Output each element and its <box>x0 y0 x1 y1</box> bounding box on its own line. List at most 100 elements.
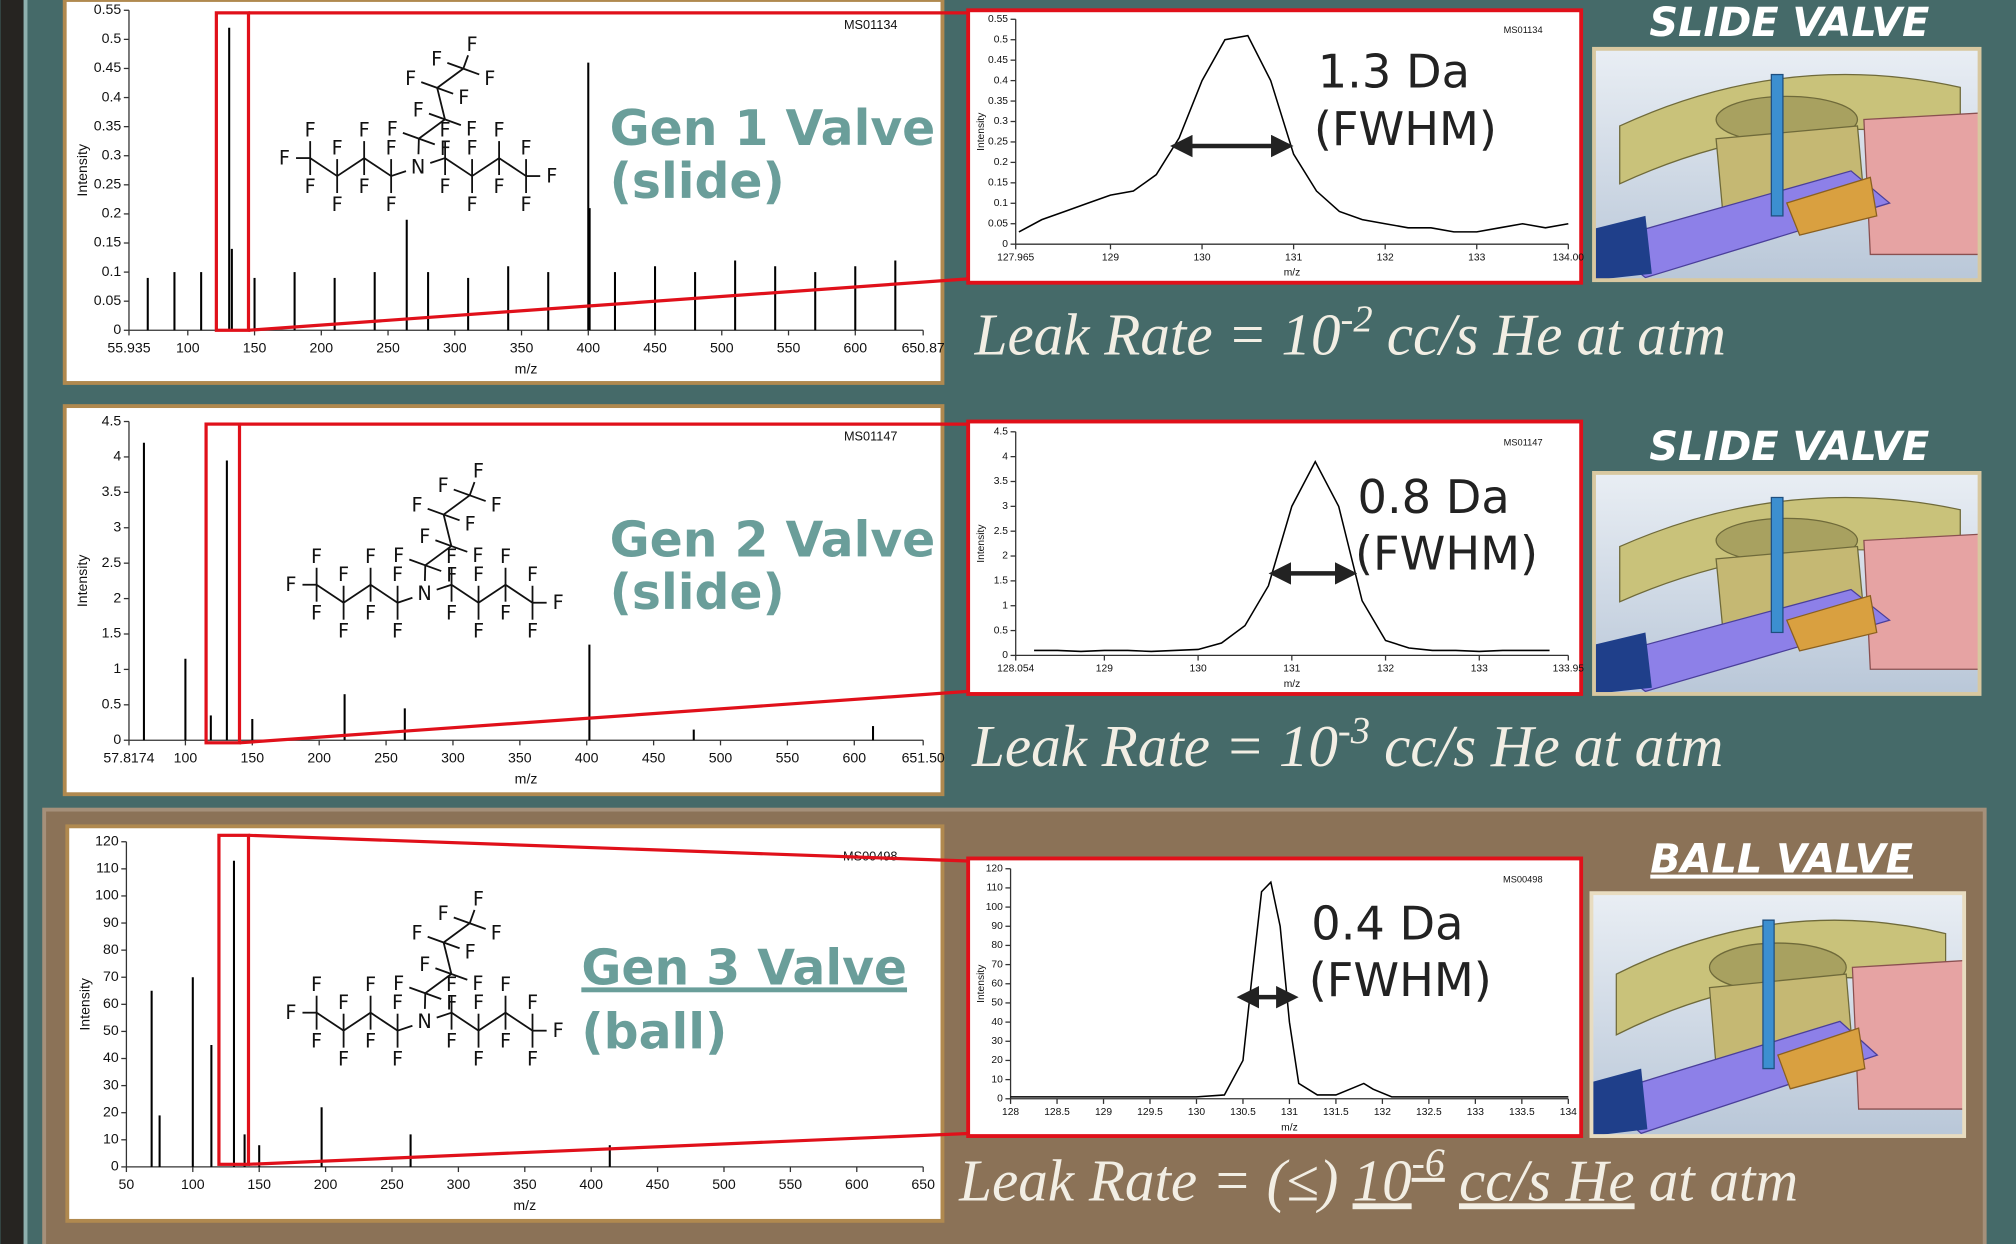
x-tick-label: 128.5 <box>1044 1107 1070 1118</box>
y-tick-label: 80 <box>103 941 119 957</box>
leak-suffix: at atm <box>1574 713 1723 779</box>
leak-prefix: Leak Rate = <box>974 302 1268 368</box>
x-tick-label: 100 <box>176 339 200 355</box>
y-tick-label: 60 <box>991 978 1003 989</box>
x-axis-title: m/z <box>1284 679 1301 690</box>
atom-label: F <box>527 1047 538 1070</box>
atom-label: F <box>473 460 484 483</box>
atom-label: F <box>311 973 322 996</box>
x-tick-label: 500 <box>712 1176 736 1192</box>
atom-label: F <box>521 136 532 159</box>
atom-label: F <box>305 175 316 198</box>
atom-label: F <box>440 175 451 198</box>
atom-label: F <box>446 1029 457 1052</box>
y-tick-label: 1 <box>113 660 121 676</box>
atom-label: F <box>285 1001 296 1024</box>
y-tick-label: 0.55 <box>94 1 122 17</box>
x-tick-label: 250 <box>376 339 400 355</box>
leak-exponent: -3 <box>1338 710 1370 752</box>
y-tick-label: 0.25 <box>988 137 1008 148</box>
y-axis-title: Intensity <box>976 112 987 151</box>
y-tick-label: 0.1 <box>994 198 1009 209</box>
leak-base: 10 <box>1279 713 1338 779</box>
atom-label: F <box>419 953 430 976</box>
atom-label: F <box>440 137 451 160</box>
x-tick-label: 350 <box>508 749 532 765</box>
y-tick-label: 0.4 <box>994 75 1009 86</box>
x-axis-title: m/z <box>513 1197 536 1213</box>
atom-label: F <box>500 1029 511 1052</box>
atom-label: F <box>491 493 502 516</box>
atom-label: N <box>417 582 431 605</box>
atom-label: F <box>305 118 316 141</box>
atom-label: F <box>332 136 343 159</box>
x-tick-label: 129 <box>1095 1107 1112 1118</box>
y-tick-label: 100 <box>986 902 1003 913</box>
y-tick-label: 0.3 <box>994 116 1009 127</box>
y-tick-label: 4 <box>113 448 121 464</box>
y-tick-label: 0.2 <box>102 205 122 221</box>
atom-label: F <box>438 902 449 925</box>
x-tick-label: 100 <box>174 749 198 765</box>
x-tick-label: 200 <box>307 749 331 765</box>
chart-frame <box>65 406 943 794</box>
x-tick-label: 129 <box>1096 663 1113 674</box>
x-tick-label: 650 <box>911 1176 935 1192</box>
x-tick-label: 57.8174 <box>103 749 154 765</box>
atom-label: F <box>412 921 423 944</box>
atom-label: F <box>500 545 511 568</box>
y-tick-label: 0.45 <box>988 55 1008 66</box>
x-tick-label: 500 <box>709 749 733 765</box>
y-tick-label: 30 <box>991 1036 1003 1047</box>
atom-label: F <box>279 147 290 170</box>
atom-label: F <box>386 193 397 216</box>
valve-subtitle: (slide) <box>610 153 785 210</box>
x-tick-label: 132 <box>1374 1107 1391 1118</box>
atom-label: F <box>338 991 349 1014</box>
atom-label: F <box>467 193 478 216</box>
x-tick-label: 500 <box>710 339 734 355</box>
x-axis-title: m/z <box>515 771 538 787</box>
atom-label: F <box>419 525 430 548</box>
atom-label: F <box>546 165 557 188</box>
atom-label: F <box>359 118 370 141</box>
x-tick-label: 200 <box>314 1176 338 1192</box>
atom-label: F <box>500 973 511 996</box>
atom-label: F <box>527 619 538 642</box>
atom-label: F <box>466 33 477 56</box>
atom-label: F <box>338 619 349 642</box>
valve-heading: SLIDE VALVE <box>1649 0 1929 46</box>
valve-image <box>1594 49 1980 280</box>
x-tick-label: 129 <box>1102 252 1119 263</box>
y-tick-label: 70 <box>991 959 1003 970</box>
y-tick-label: 110 <box>96 860 119 876</box>
y-tick-label: 60 <box>103 995 119 1011</box>
atom-label: F <box>521 193 532 216</box>
x-tick-label: 350 <box>510 339 534 355</box>
atom-label: F <box>494 118 505 141</box>
valve-image <box>1591 893 1964 1136</box>
y-tick-label: 0.5 <box>102 30 122 46</box>
y-tick-label: 0.55 <box>988 14 1008 25</box>
y-tick-label: 90 <box>991 921 1003 932</box>
y-tick-label: 0.35 <box>988 96 1008 107</box>
y-tick-label: 2 <box>1002 551 1008 562</box>
x-tick-label: 400 <box>579 1176 603 1192</box>
atom-label: F <box>311 545 322 568</box>
valve-subtitle: (slide) <box>610 564 785 621</box>
leak-base: 10 <box>1281 302 1340 368</box>
x-tick-label: 651.50 <box>902 749 945 765</box>
atom-label: F <box>387 118 398 141</box>
y-tick-label: 0 <box>113 321 121 337</box>
y-tick-label: 0.3 <box>102 146 122 162</box>
y-tick-label: 1.5 <box>994 576 1009 587</box>
atom-label: F <box>405 67 416 90</box>
x-tick-label: 300 <box>447 1176 471 1192</box>
y-axis-title: Intensity <box>976 964 987 1003</box>
atom-label: F <box>392 1047 403 1070</box>
x-tick-label: 127.965 <box>997 252 1034 263</box>
atom-label: F <box>465 513 476 536</box>
atom-label: F <box>527 991 538 1014</box>
y-tick-label: 0.05 <box>988 218 1008 229</box>
y-tick-label: 120 <box>986 863 1003 874</box>
